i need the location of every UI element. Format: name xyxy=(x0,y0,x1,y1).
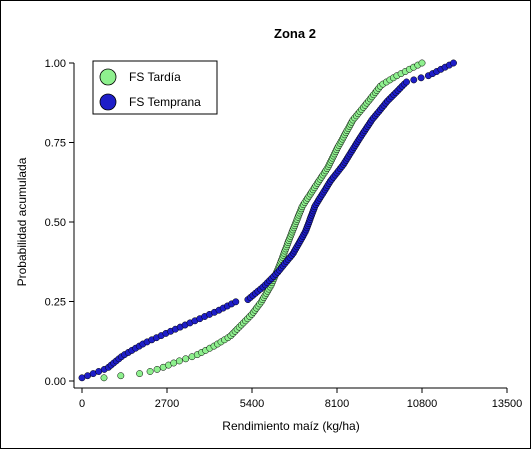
y-axis-label: Probabilidad acumulada xyxy=(15,157,29,286)
data-point xyxy=(175,357,183,365)
legend-label: FS Temprana xyxy=(129,95,201,109)
data-point xyxy=(410,76,418,84)
data-point xyxy=(117,372,125,380)
x-tick-label: 10800 xyxy=(407,398,438,410)
chart-title: Zona 2 xyxy=(274,26,316,41)
y-tick-label: 0.00 xyxy=(45,376,66,388)
x-tick-label: 0 xyxy=(79,398,85,410)
data-point xyxy=(450,59,457,67)
series-1 xyxy=(78,59,457,382)
x-tick-label: 5400 xyxy=(240,398,264,410)
x-axis: 0 2700 5400 8100 10800 13500 xyxy=(74,387,523,410)
data-point xyxy=(146,368,154,375)
series-layer xyxy=(78,59,457,382)
legend-marker xyxy=(99,68,117,86)
y-tick-label: 0.50 xyxy=(45,217,66,229)
legend-marker xyxy=(99,93,117,111)
data-point xyxy=(403,78,410,86)
x-tick-label: 8100 xyxy=(325,398,349,410)
y-tick-label: 0.25 xyxy=(45,297,66,309)
data-point xyxy=(182,355,190,363)
data-point xyxy=(232,298,240,306)
data-point xyxy=(153,365,161,373)
y-tick-label: 0.75 xyxy=(45,138,66,150)
data-point xyxy=(418,59,426,67)
data-point xyxy=(136,370,144,378)
x-axis-label: Rendimiento maíz (kg/ha) xyxy=(222,419,359,433)
legend-label: FS Tardía xyxy=(129,70,181,84)
data-point xyxy=(170,359,178,367)
data-point xyxy=(100,374,108,382)
x-tick-label: 2700 xyxy=(155,398,179,410)
y-axis: 0.00 0.25 0.50 0.75 1.00 xyxy=(45,58,75,388)
y-tick-label: 1.00 xyxy=(45,58,66,70)
data-point xyxy=(417,74,425,82)
x-tick-label: 13500 xyxy=(492,398,523,410)
legend: FS Tardía FS Temprana xyxy=(92,60,218,115)
